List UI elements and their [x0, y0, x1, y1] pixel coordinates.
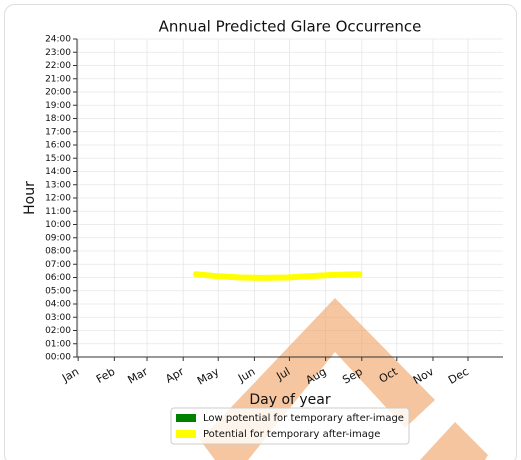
y-tick-label: 03:00	[45, 313, 71, 323]
legend-swatch	[176, 414, 196, 422]
y-tick-label: 15:00	[45, 154, 71, 164]
y-tick-label: 00:00	[45, 353, 71, 363]
watermark-shape	[420, 422, 488, 460]
y-tick-label: 22:00	[45, 61, 71, 71]
y-tick-label: 09:00	[45, 233, 71, 243]
y-tick-label: 13:00	[45, 180, 71, 190]
y-tick-label: 12:00	[45, 194, 71, 204]
y-tick-label: 17:00	[45, 127, 71, 137]
y-tick-label: 24:00	[45, 35, 71, 45]
y-tick-label: 06:00	[45, 273, 71, 283]
x-axis-label: Day of year	[249, 392, 331, 408]
legend-label: Low potential for temporary after-image	[203, 413, 404, 424]
y-tick-label: 08:00	[45, 247, 71, 257]
y-tick-label: 16:00	[45, 141, 71, 151]
y-tick-label: 21:00	[45, 74, 71, 84]
y-tick-label: 01:00	[45, 339, 71, 349]
y-tick-label: 18:00	[45, 114, 71, 124]
chart-title: Annual Predicted Glare Occurrence	[159, 18, 422, 36]
y-tick-label: 02:00	[45, 326, 71, 336]
series-line	[193, 271, 363, 281]
y-tick-label: 11:00	[45, 207, 71, 217]
legend: Low potential for temporary after-image P…	[176, 413, 404, 440]
y-axis-label: Hour	[22, 181, 38, 215]
y-tick-label: 07:00	[45, 260, 71, 270]
y-tick-label: 23:00	[45, 48, 71, 58]
legend-swatch	[176, 430, 196, 438]
legend-box	[170, 407, 410, 445]
y-tick-label: 20:00	[45, 88, 71, 98]
y-tick-label: 04:00	[45, 300, 71, 310]
x-tick-label: Jul	[274, 365, 293, 383]
y-tick-label: 10:00	[45, 220, 71, 230]
y-tick-label: 05:00	[45, 286, 71, 296]
y-tick-label: 14:00	[45, 167, 71, 177]
legend-label: Potential for temporary after-image	[203, 429, 380, 440]
grid	[77, 38, 503, 358]
y-tick-label: 19:00	[45, 101, 71, 111]
